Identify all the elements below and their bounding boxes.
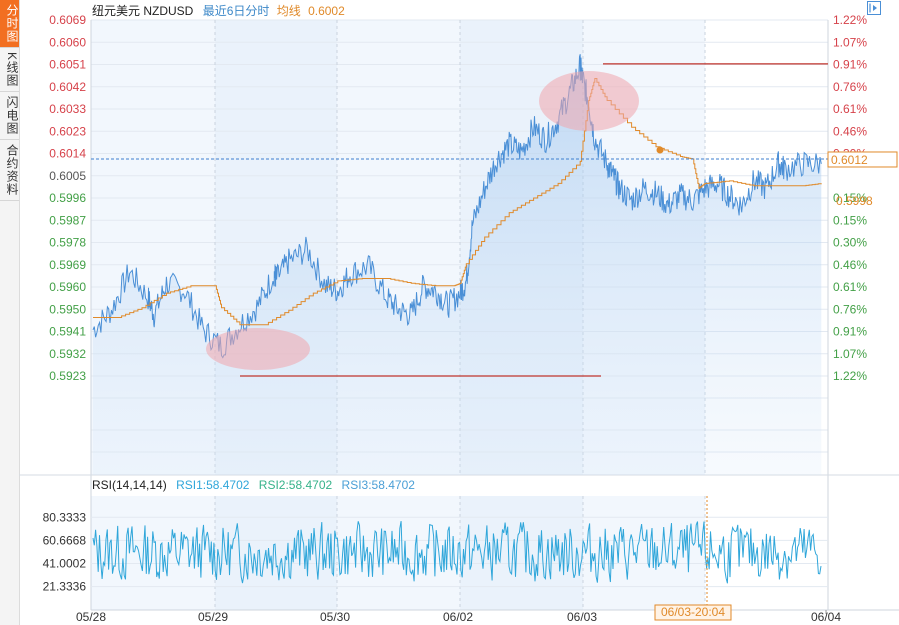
current-price-label: 0.6012: [831, 153, 868, 167]
low-highlight: [206, 328, 310, 370]
price-tick-label: 0.6023: [49, 124, 86, 138]
average-line-label: 均线 0.6002: [277, 4, 345, 18]
high-highlight: [539, 71, 639, 131]
price-tick-label: 0.5996: [49, 191, 86, 205]
rsi-tick-label: 41.0002: [43, 557, 87, 571]
current-price-box: [827, 151, 898, 168]
percent-tick-label: 0.61%: [833, 102, 867, 116]
average-marker-dot: [656, 146, 664, 154]
average-marker-label: 0.5998: [836, 194, 873, 208]
tab-kline[interactable]: K线图: [0, 48, 19, 93]
percent-tick-label: 1.22%: [833, 13, 867, 27]
average-value: 0.6002: [308, 4, 345, 18]
percent-tick-label: 0.91%: [833, 58, 867, 72]
rsi1-value: RSI1:58.4702: [176, 478, 250, 492]
period-label: 最近6日分时: [202, 4, 270, 18]
price-tick-label: 0.6033: [49, 102, 86, 116]
percent-tick-label: 0.15%: [833, 213, 867, 227]
rsi-line: [92, 521, 822, 584]
tab-contract-info[interactable]: 合约资料: [0, 140, 19, 202]
percent-tick-label: 1.07%: [833, 347, 867, 361]
price-tick-label: 0.5969: [49, 258, 86, 272]
date-tick-label: 06/02: [443, 610, 473, 624]
percent-tick-label: 0.30%: [833, 236, 867, 250]
period-tab-bar: 分时图 K线图 闪电图 合约资料: [0, 0, 20, 625]
price-tick-label: 0.6069: [49, 13, 86, 27]
instrument-title: 纽元美元 NZDUSD: [92, 4, 194, 18]
price-tick-label: 0.5932: [49, 347, 86, 361]
percent-tick-label: 0.91%: [833, 325, 867, 339]
rsi-tick-label: 60.6668: [43, 533, 87, 547]
tab-intraday[interactable]: 分时图: [0, 0, 19, 48]
percent-tick-label: 0.46%: [833, 258, 867, 272]
rsi-day-band: [583, 496, 705, 610]
price-area: [93, 54, 822, 476]
average-line: [93, 78, 822, 326]
average-label-text: 均线: [276, 4, 301, 18]
rsi-tick-label: 21.3336: [43, 580, 87, 594]
price-tick-label: 0.6014: [49, 147, 86, 161]
percent-tick-label: 0.76%: [833, 80, 867, 94]
rsi-title: RSI(14,14,14): [92, 478, 167, 492]
date-tick-label: 05/30: [320, 610, 350, 624]
crosshair-time-label: 06/03-20:04: [661, 605, 725, 619]
date-tick-label: 06/03: [567, 610, 597, 624]
price-tick-label: 0.5950: [49, 302, 86, 316]
date-tick-label: 06/04: [811, 610, 841, 624]
date-tick-label: 05/29: [198, 610, 228, 624]
price-tick-label: 0.6051: [49, 58, 86, 72]
rsi2-value: RSI2:58.4702: [258, 478, 333, 492]
price-tick-label: 0.6060: [49, 35, 86, 49]
tab-flash[interactable]: 闪电图: [0, 92, 19, 141]
expand-icon[interactable]: [867, 1, 881, 15]
percent-tick-label: 1.07%: [833, 35, 867, 49]
chart-header: 纽元美元 NZDUSD 最近6日分时 均线 0.6002: [92, 2, 345, 19]
percent-tick-label: 1.22%: [833, 369, 867, 383]
percent-tick-label: 0.15%: [833, 191, 867, 205]
rsi3-value: RSI3:58.4702: [341, 478, 415, 492]
rsi-header: RSI(14,14,14) RSI1:58.4702 RSI2:58.4702 …: [92, 478, 415, 492]
price-tick-label: 0.5923: [49, 369, 86, 383]
price-tick-label: 0.5987: [49, 213, 86, 227]
crosshair-time-box: [654, 604, 732, 621]
price-line: [92, 54, 822, 359]
price-tick-label: 0.5941: [49, 325, 86, 339]
rsi-tick-label: 80.3333: [43, 510, 87, 524]
percent-tick-label: 0.46%: [833, 124, 867, 138]
price-tick-label: 0.6005: [49, 169, 86, 183]
price-tick-label: 0.6042: [49, 80, 86, 94]
percent-tick-label: 0.76%: [833, 302, 867, 316]
percent-tick-label: 0.61%: [833, 280, 867, 294]
price-tick-label: 0.5978: [49, 236, 86, 250]
date-tick-label: 05/28: [76, 610, 106, 624]
rsi-future-area: [705, 496, 828, 610]
price-tick-label: 0.5960: [49, 280, 86, 294]
